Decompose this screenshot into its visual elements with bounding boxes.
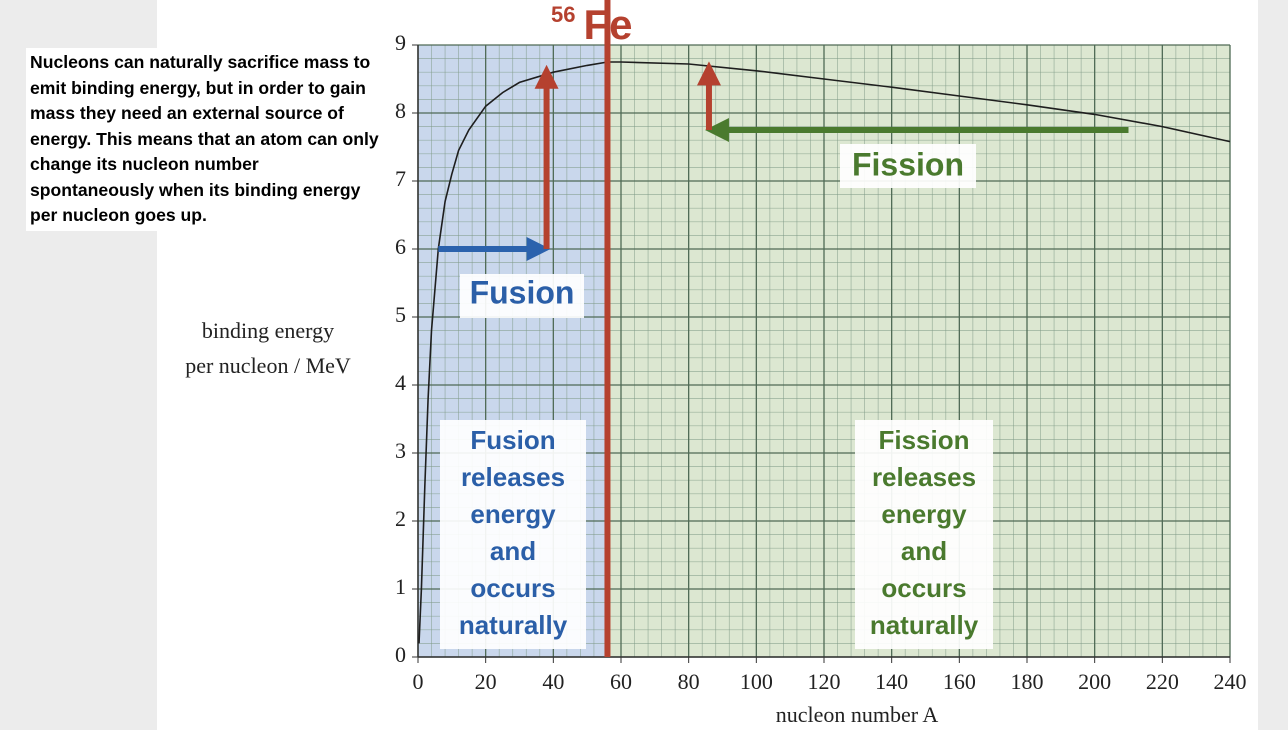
annotation-box: [440, 420, 586, 649]
x-tick-label: 160: [943, 669, 976, 694]
x-tick-label: 100: [740, 669, 773, 694]
annotation-text: occurs: [881, 573, 966, 603]
annotation-text: energy: [470, 499, 556, 529]
x-tick-label: 120: [808, 669, 841, 694]
y-axis-label: per nucleon / MeV: [185, 353, 351, 378]
y-tick-label: 9: [395, 30, 406, 55]
annotation-text: energy: [881, 499, 967, 529]
annotation-box: [460, 274, 584, 318]
x-tick-label: 20: [475, 669, 497, 694]
y-axis-label: binding energy: [202, 318, 334, 343]
note: Nucleons can naturally sacrifice mass to…: [26, 48, 386, 231]
x-tick-label: 220: [1146, 669, 1179, 694]
annotation-box: [840, 144, 976, 188]
annotation-box: [855, 420, 993, 649]
annotation-text: releases: [461, 462, 565, 492]
x-tick-label: 240: [1214, 669, 1247, 694]
y-tick-label: 1: [395, 574, 406, 599]
annotation-text: naturally: [870, 610, 979, 640]
y-tick-label: 3: [395, 438, 406, 463]
fe-symbol: Fe: [583, 1, 632, 48]
x-tick-label: 200: [1078, 669, 1111, 694]
annotation-text: and: [901, 536, 947, 566]
x-tick-label: 0: [413, 669, 424, 694]
annotation-text: releases: [872, 462, 976, 492]
annotation-text: Fission: [878, 425, 969, 455]
x-tick-label: 60: [610, 669, 632, 694]
y-tick-label: 7: [395, 166, 406, 191]
x-tick-label: 140: [875, 669, 908, 694]
annotation-text: naturally: [459, 610, 568, 640]
x-axis-label: nucleon number A: [776, 702, 939, 727]
y-tick-label: 0: [395, 642, 406, 667]
y-tick-label: 6: [395, 234, 406, 259]
x-tick-label: 180: [1011, 669, 1044, 694]
fe-mass: 56: [551, 2, 575, 27]
annotation-text: Fusion: [470, 274, 575, 310]
annotation-text: Fusion: [470, 425, 555, 455]
annotation-text: and: [490, 536, 536, 566]
annotation-text: Fission: [852, 146, 964, 182]
x-tick-label: 80: [678, 669, 700, 694]
y-tick-label: 2: [395, 506, 406, 531]
annotation-text: occurs: [470, 573, 555, 603]
y-tick-label: 5: [395, 302, 406, 327]
x-tick-label: 40: [542, 669, 564, 694]
y-tick-label: 4: [395, 370, 406, 395]
y-tick-label: 8: [395, 98, 406, 123]
